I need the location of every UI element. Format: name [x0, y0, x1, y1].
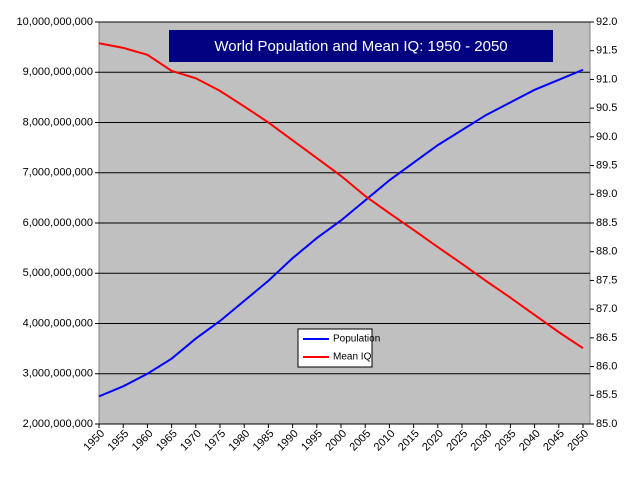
title-box [169, 30, 553, 62]
y-tick-label: 9,000,000,000 [23, 66, 93, 78]
x-tick-label: 1965 [154, 428, 180, 454]
y2-tick-label: 91.0 [596, 73, 617, 85]
legend-label: Mean IQ [333, 352, 372, 363]
x-tick-label: 2030 [469, 428, 495, 454]
y2-tick-label: 89.5 [596, 159, 617, 171]
x-tick-label: 2025 [444, 428, 470, 454]
y2-tick-label: 87.5 [596, 274, 617, 286]
x-tick-label: 2035 [493, 428, 519, 454]
y2-tick-label: 90.0 [596, 131, 617, 143]
y2-tick-label: 86.5 [596, 332, 617, 344]
x-tick-label: 2005 [348, 428, 374, 454]
y2-tick-label: 88.5 [596, 217, 617, 229]
x-tick-label: 2000 [323, 428, 349, 454]
x-tick-label: 1970 [178, 428, 204, 454]
series-line [98, 42, 584, 350]
y2-tick-label: 85.0 [596, 418, 617, 430]
y-tick-label: 8,000,000,000 [23, 116, 93, 128]
y-tick-label: 3,000,000,000 [23, 368, 93, 380]
marks [98, 42, 584, 398]
x-tick-label: 2045 [541, 428, 567, 454]
legend-label: Population [333, 334, 380, 345]
y2-tick-label: 89.0 [596, 188, 617, 200]
x-tick-label: 2040 [517, 428, 543, 454]
grid [99, 21, 590, 425]
series-line [98, 68, 584, 398]
legend-box [297, 328, 373, 368]
y-tick-label: 5,000,000,000 [23, 267, 93, 279]
x-tick-label: 2050 [565, 428, 591, 454]
x-tick-label: 1955 [106, 428, 132, 454]
x-tick-label: 1990 [275, 428, 301, 454]
y2-tick-label: 88.0 [596, 246, 617, 258]
x-tick-label: 1960 [130, 428, 156, 454]
y-tick-label: 2,000,000,000 [23, 418, 93, 430]
x-tick-label: 1950 [81, 428, 107, 454]
x-tick-label: 1975 [202, 428, 228, 454]
y-tick-label: 6,000,000,000 [23, 217, 93, 229]
y2-tick-label: 90.5 [596, 102, 617, 114]
x-tick-label: 1985 [251, 428, 277, 454]
x-tick-label: 2010 [372, 428, 398, 454]
y2-tick-label: 87.0 [596, 303, 617, 315]
x-tick-label: 1995 [299, 428, 325, 454]
y2-tick-label: 85.5 [596, 389, 617, 401]
y-tick-label: 4,000,000,000 [23, 317, 93, 329]
legend: Population Mean IQ [297, 328, 380, 368]
y2-tick-label: 86.0 [596, 360, 617, 372]
y2-tick-label: 92.0 [596, 16, 617, 28]
y2-tick-label: 91.5 [596, 45, 617, 57]
x-tick-label: 2020 [420, 428, 446, 454]
x-tick-label: 2015 [396, 428, 422, 454]
y-tick-label: 7,000,000,000 [23, 167, 93, 179]
x-tick-label: 1980 [227, 428, 253, 454]
y-tick-label: 10,000,000,000 [17, 16, 93, 28]
chart-title: World Population and Mean IQ: 1950 - 205… [214, 38, 507, 55]
